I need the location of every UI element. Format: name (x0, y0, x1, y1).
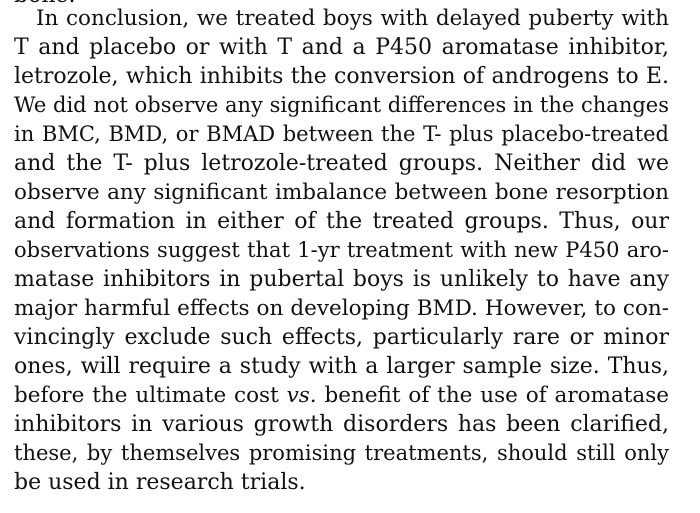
paragraph-line-6: and the T- plus letrozole-treated groups… (14, 151, 669, 176)
paragraph-line-12: vincingly exclude such effects, particul… (14, 325, 669, 350)
paragraph-line-10: matase inhibitors in pubertal boys is un… (14, 267, 669, 292)
paragraph-line-14: before the ultimate cost vs. benefit of … (14, 381, 669, 410)
paragraph-line-17: be used in research trials. (14, 470, 306, 495)
paragraph-line-2: T and placebo or with T and a P450 aroma… (14, 35, 669, 60)
line-14-text-after: benefit of the use of aromatase (316, 383, 670, 408)
paragraph-line-13: ones, will require a study with a larger… (14, 354, 669, 379)
partial-line-top: bone. (14, 0, 76, 10)
paragraph-line-5: in BMC, BMD, or BMAD between the T- plus… (14, 122, 669, 146)
paragraph-line-15: inhibitors in various growth disorders h… (14, 412, 669, 437)
paragraph-line-16: these, by themselves promising treatment… (14, 441, 669, 465)
paragraph-line-11: major harmful effects on developing BMD.… (14, 296, 669, 321)
paragraph-line-1: In conclusion, we treated boys with dela… (36, 6, 669, 31)
line-14-text-before: before the ultimate cost (14, 383, 287, 408)
paragraph-line-3: letrozole, which inhibits the conversion… (14, 64, 669, 89)
paragraph-line-4: We did not observe any significant diffe… (14, 93, 669, 117)
paragraph-line-7: observe any significant imbalance betwee… (14, 180, 669, 205)
paragraph-line-8: and formation in either of the treated g… (14, 209, 669, 234)
paragraph-line-9: observations suggest that 1-yr treatment… (14, 238, 669, 262)
italic-vs: vs. (286, 383, 317, 408)
